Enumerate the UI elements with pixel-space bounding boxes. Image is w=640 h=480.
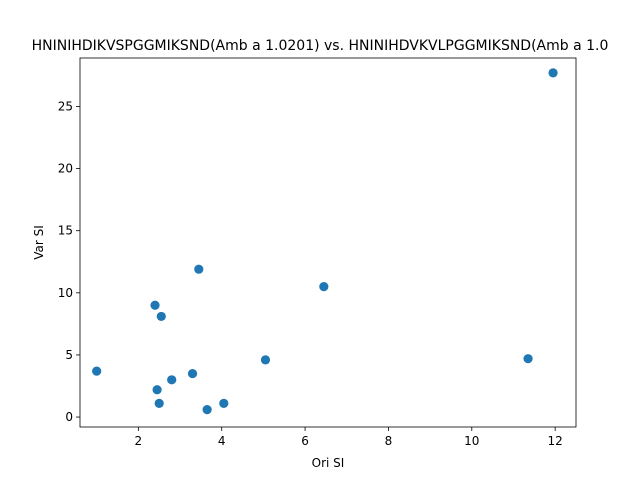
y-axis-ticks: 0 5 10 15 20 25 — [58, 99, 80, 424]
x-axis-ticks: 2 4 6 8 10 12 — [135, 427, 563, 448]
x-tick-label: 12 — [548, 434, 563, 448]
x-tick-label: 8 — [385, 434, 393, 448]
x-tick-label: 6 — [301, 434, 309, 448]
y-tick-label: 15 — [58, 224, 73, 238]
data-point — [219, 398, 229, 408]
data-point — [150, 300, 160, 310]
y-tick-label: 0 — [65, 410, 73, 424]
data-point — [194, 264, 204, 274]
x-tick-label: 10 — [464, 434, 479, 448]
data-point — [92, 366, 102, 376]
y-tick-label: 20 — [58, 162, 73, 176]
data-point — [260, 355, 271, 365]
y-tick-label: 5 — [65, 348, 73, 362]
x-axis-label: Ori SI — [312, 456, 345, 470]
data-point — [156, 311, 166, 322]
y-tick-label: 10 — [58, 286, 73, 300]
data-point — [154, 398, 164, 408]
data-point — [187, 368, 198, 379]
x-tick-label: 4 — [218, 434, 226, 448]
data-point — [319, 282, 329, 292]
data-point — [202, 405, 212, 415]
data-point — [548, 68, 558, 78]
plot-frame — [79, 57, 577, 428]
data-point — [523, 354, 533, 364]
data-point — [152, 385, 162, 395]
y-tick-label: 25 — [58, 99, 73, 113]
chart-title: HNINIHDIKVSPGGMIKSND(Amb a 1.0201) vs. H… — [32, 38, 609, 54]
x-tick-label: 2 — [135, 434, 143, 448]
data-point — [167, 375, 177, 385]
data-points — [92, 68, 558, 415]
y-axis-label: Var SI — [32, 225, 46, 260]
